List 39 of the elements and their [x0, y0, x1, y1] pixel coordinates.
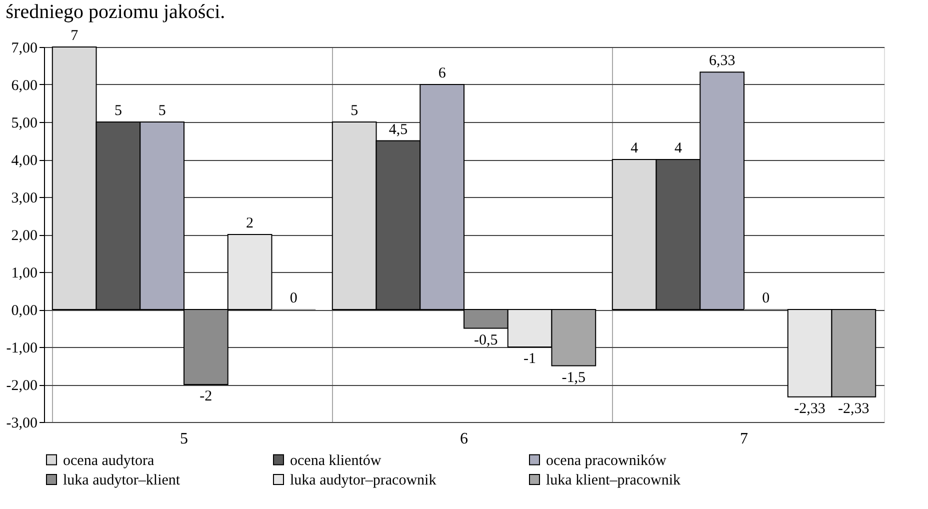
y-tick-label: 0,00 [11, 303, 38, 319]
data-label: 4 [630, 140, 639, 156]
data-label: 4 [674, 140, 682, 156]
data-label: 5 [350, 103, 358, 119]
legend-label: ocena audytora [63, 452, 155, 469]
chart-title: średniego poziomu jakości. [6, 1, 226, 23]
y-tick-label: 7,00 [11, 40, 38, 56]
x-tick-label: 7 [740, 430, 748, 448]
y-tick-label: 4,00 [11, 153, 38, 169]
legend-label: luka klient–pracownik [546, 472, 682, 488]
data-label: -1,5 [562, 370, 586, 386]
y-tick-label: 1,00 [11, 266, 38, 282]
data-label: -2 [200, 388, 212, 404]
data-label: -2,33 [838, 400, 870, 417]
data-label: 7 [70, 28, 79, 44]
data-label: 5 [158, 103, 166, 119]
y-tick-label: -1,00 [6, 340, 38, 356]
data-label: 0 [762, 290, 770, 306]
legend-label: luka audytor–klient [63, 472, 181, 488]
y-tick-label: 6,00 [11, 78, 38, 94]
data-label: 6,33 [708, 53, 736, 70]
data-label: 6 [438, 66, 446, 82]
data-label: 4,5 [388, 122, 408, 138]
y-tick-label: 2,00 [11, 228, 38, 244]
x-tick-label: 6 [460, 430, 468, 448]
data-label: 0 [290, 290, 298, 306]
legend-label: ocena klientów [290, 452, 382, 469]
data-label: 5 [114, 103, 122, 119]
y-tick-label: 5,00 [11, 116, 38, 132]
y-tick-label: -2,00 [6, 378, 38, 394]
data-label: -1 [524, 351, 536, 367]
y-tick-label: -3,00 [6, 416, 38, 432]
legend-label: luka audytor–pracownik [290, 472, 437, 488]
data-label: -0,5 [474, 332, 498, 348]
y-tick-label: 3,00 [11, 190, 38, 206]
data-label: 2 [246, 216, 254, 232]
legend-label: ocena pracowników [546, 452, 667, 469]
data-label: -2,33 [794, 400, 826, 417]
x-tick-label: 5 [180, 430, 188, 448]
